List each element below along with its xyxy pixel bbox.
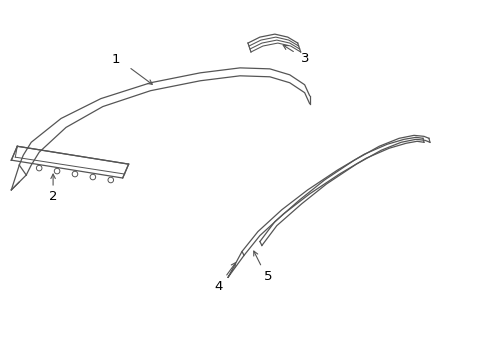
Text: 5: 5 <box>263 270 271 283</box>
Text: 4: 4 <box>214 280 222 293</box>
Text: 2: 2 <box>49 190 57 203</box>
Text: 3: 3 <box>301 53 309 66</box>
Text: 1: 1 <box>111 53 120 67</box>
